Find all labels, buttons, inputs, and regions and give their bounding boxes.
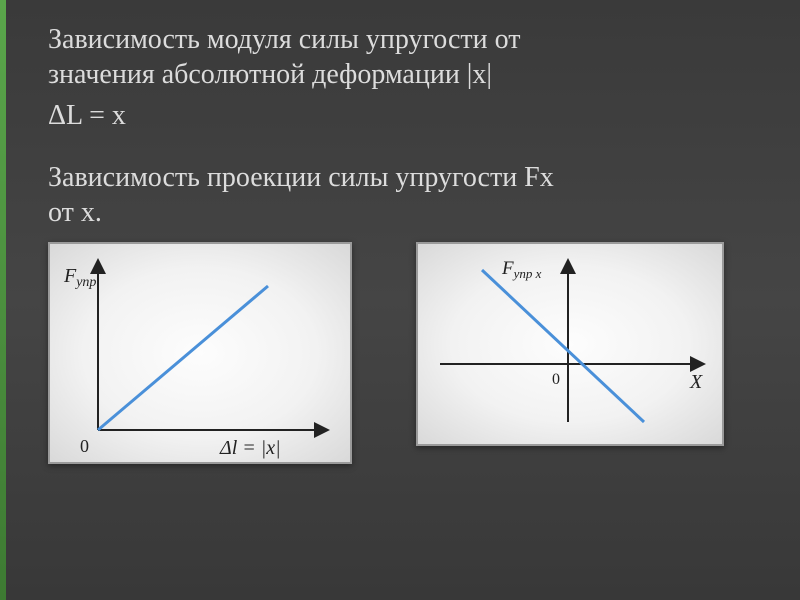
accent-bar: [0, 0, 6, 600]
chart2-y-label: Fупр x: [501, 258, 542, 281]
charts-row: Fупр Δl = |x| 0 Fупр x: [48, 242, 760, 464]
chart2-origin-label: 0: [552, 371, 560, 388]
chart1-x-label: Δl = |x|: [219, 437, 281, 459]
chart1-y-label: Fупр: [63, 265, 96, 290]
chart1-data-line: [98, 286, 268, 430]
para2-line1: Зависимость проекции силы упругости Fx: [48, 162, 554, 193]
chart2-data-line: [482, 270, 644, 422]
equation: ΔL = x: [48, 100, 760, 132]
para1-line2: значения абсолютной деформации |x|: [48, 59, 492, 90]
paragraph-1: Зависимость модуля силы упругости от зна…: [48, 22, 760, 92]
chart-2-frame: Fупр x X 0: [416, 242, 724, 446]
para1-line1: Зависимость модуля силы упругости от: [48, 24, 521, 55]
chart-2-svg: Fупр x X 0: [418, 244, 722, 444]
chart2-x-label: X: [689, 371, 703, 393]
chart-1-svg: Fупр Δl = |x| 0: [50, 244, 350, 462]
para2-line2: от x.: [48, 197, 102, 228]
paragraph-2: Зависимость проекции силы упругости Fx о…: [48, 160, 760, 230]
slide-content: Зависимость модуля силы упругости от зна…: [0, 0, 800, 464]
chart1-origin-label: 0: [80, 436, 89, 456]
para2-text: Зависимость проекции силы упругости Fx: [48, 162, 554, 193]
chart-1-frame: Fупр Δl = |x| 0: [48, 242, 352, 464]
